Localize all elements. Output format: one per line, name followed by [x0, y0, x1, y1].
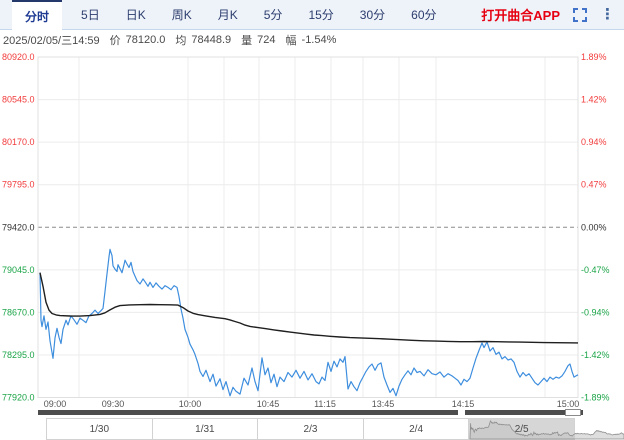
price-label: 价 [109, 35, 121, 47]
y-axis-percent-label: 1.42% [581, 95, 607, 105]
chart-scrollbar[interactable] [38, 409, 583, 416]
plot-border [37, 56, 579, 398]
y-axis-percent-label: 1.89% [581, 52, 607, 62]
quote-datetime: 2025/02/05/三14:59 [3, 35, 100, 47]
period-tab-6[interactable]: 15分 [308, 8, 334, 22]
y-axis-percent-label: -1.89% [581, 393, 610, 403]
y-axis-percent-label: 0.94% [581, 137, 607, 147]
period-tab-5[interactable]: 5分 [263, 8, 283, 22]
time-label: 11:15 [314, 399, 336, 409]
y-axis-percent-label: -0.94% [581, 307, 610, 317]
period-tabbar: 分时 5日 日K 周K 月K 5分 15分 30分 60分 打开曲合APP ⋮ [0, 0, 624, 30]
period-tab-1[interactable]: 5日 [81, 8, 100, 22]
date-tab-2-4[interactable]: 2/4 [362, 418, 470, 440]
period-tab-3[interactable]: 周K [171, 8, 192, 22]
y-axis-price-label: 78295.0 [2, 350, 35, 360]
period-tab-7[interactable]: 30分 [359, 8, 386, 22]
fullscreen-icon[interactable] [573, 7, 587, 22]
y-axis-price-label: 79420.0 [2, 222, 35, 232]
price-line [39, 248, 579, 397]
scrollbar-gap [458, 410, 465, 415]
intraday-chart: 80920.0 1.89% 80545.0 1.42% 80170.0 0.94% 7979… [2, 52, 610, 403]
date-tab-2-5[interactable]: 2/5 [468, 418, 575, 440]
time-label: 15:00 [556, 399, 580, 409]
y-axis-percent-label: -0.47% [581, 265, 610, 275]
y-axis-percent-label: 0.00% [581, 222, 607, 232]
y-axis-price-label: 79795.0 [2, 180, 35, 190]
y-axis-price-label: 80545.0 [2, 95, 35, 105]
quote-info-bar: 2025/02/05/三14:59 价 78120.0 均 78448.9 量 … [0, 30, 624, 50]
time-label: 14:15 [451, 399, 475, 409]
y-axis-percent-label: 0.47% [581, 180, 607, 190]
price-value: 78120.0 [125, 34, 166, 46]
period-tab-8[interactable]: 60分 [411, 8, 437, 22]
time-label: 13:45 [371, 399, 395, 409]
more-menu-icon[interactable]: ⋮ [600, 6, 615, 23]
time-axis: 09:00 09:30 10:00 10:45 11:15 13:45 14:15 15:00 [0, 399, 624, 411]
open-app-link[interactable]: 打开曲合APP [481, 8, 560, 23]
toolbar-right: 打开曲合APP ⋮ [481, 0, 624, 29]
volume-value: 724 [257, 34, 276, 46]
avg-value: 78448.9 [191, 34, 232, 46]
date-tabbar: 1/30 1/31 2/3 2/4 2/5 [46, 418, 575, 440]
date-tab-1-30[interactable]: 1/30 [46, 418, 153, 440]
scrollbar-handle[interactable] [565, 409, 581, 416]
y-axis-percent-label: -1.42% [581, 350, 610, 360]
date-tab-2-3[interactable]: 2/3 [257, 418, 364, 440]
time-label: 09:30 [101, 399, 125, 409]
y-axis-price-label: 80170.0 [2, 137, 35, 147]
y-axis-price-label: 79045.0 [2, 265, 35, 275]
period-tab-2[interactable]: 日K [125, 8, 146, 22]
time-label: 09:00 [43, 399, 67, 409]
period-tab-4[interactable]: 月K [217, 8, 238, 22]
average-line [39, 272, 579, 344]
avg-label: 均 [175, 35, 187, 47]
period-tab-0[interactable]: 分时 [12, 0, 63, 30]
date-tab-1-31[interactable]: 1/31 [151, 418, 259, 440]
y-axis-price-label: 80920.0 [2, 52, 35, 62]
time-label: 10:00 [178, 399, 202, 409]
y-axis-price-label: 78670.0 [2, 307, 35, 317]
volume-label: 量 [241, 35, 253, 47]
y-axis-price-label: 77920.0 [2, 393, 35, 403]
time-label: 10:45 [256, 399, 280, 409]
change-label: 幅 [285, 35, 297, 47]
change-value: -1.54% [301, 34, 337, 46]
period-tabs: 分时 5日 日K 周K 月K 5分 15分 30分 60分 [0, 0, 450, 30]
chart-main: 80920.0 1.89% 80545.0 1.42% 80170.0 0.94% 7979… [0, 50, 624, 440]
